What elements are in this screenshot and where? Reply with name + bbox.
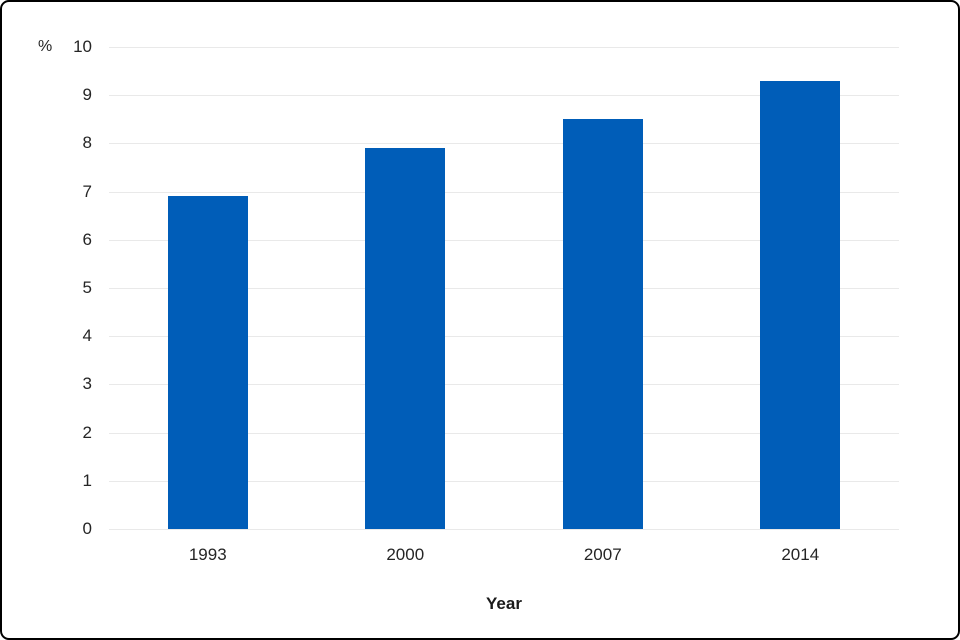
gridline: [109, 95, 899, 97]
gridline: [109, 336, 899, 338]
gridline: [109, 384, 899, 386]
y-tick-label: 8: [82, 133, 92, 153]
y-tick-label: 4: [82, 326, 92, 346]
y-tick-label: 2: [82, 422, 92, 442]
y-tick-label: 3: [82, 374, 92, 394]
bar-2007: [562, 119, 643, 529]
y-tick-label: 0: [82, 519, 92, 538]
bar-2000: [365, 148, 446, 529]
y-axis-unit-label: %: [38, 38, 53, 55]
y-tick-label: 10: [73, 37, 92, 56]
bar-2014: [760, 80, 841, 529]
x-tick-label: 2014: [781, 545, 820, 564]
y-tick-label: 6: [82, 229, 92, 249]
gridline: [109, 191, 899, 193]
x-tick-label: 1993: [188, 545, 227, 564]
gridline: [109, 47, 899, 48]
bar-1993: [167, 196, 248, 529]
gridline: [109, 288, 899, 289]
x-axis-title: Year: [486, 594, 522, 613]
gridline: [109, 529, 899, 530]
gridline: [109, 239, 899, 241]
y-tick-label: 9: [82, 85, 92, 105]
y-tick-label: 1: [82, 470, 92, 490]
y-tick-label: 7: [82, 181, 92, 201]
gridline: [109, 480, 899, 482]
plot-area: [109, 47, 899, 530]
x-tick-label: 2007: [583, 545, 622, 564]
gridline: [109, 143, 899, 145]
x-tick-label: 2000: [386, 545, 425, 564]
gridline: [109, 432, 899, 434]
y-tick-label: 5: [82, 278, 92, 297]
